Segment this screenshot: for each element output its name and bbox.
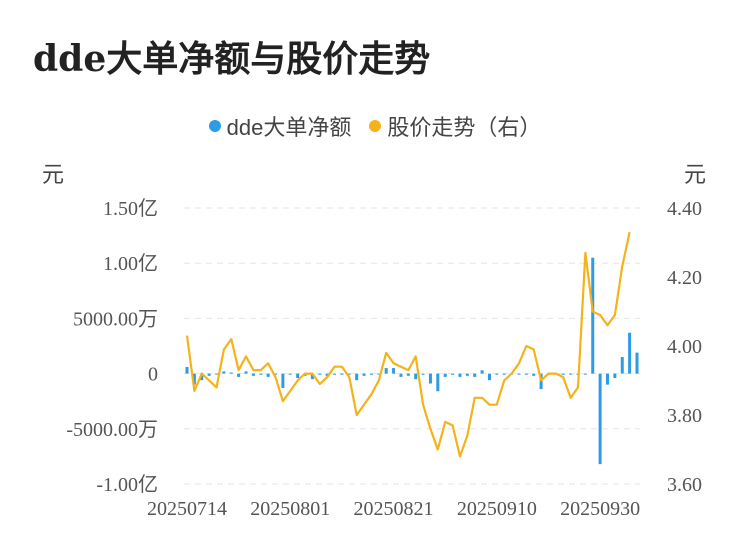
x-tick-label: 20250930 [560, 498, 640, 520]
bar [428, 373, 432, 384]
bar [517, 373, 521, 375]
bar [628, 332, 632, 374]
bar [222, 371, 226, 374]
bar [296, 373, 300, 379]
legend-label-dde: dde大单净额 [226, 115, 352, 140]
legend-label-price: 股价走势（右） [387, 115, 542, 140]
bar [259, 373, 263, 375]
bar [443, 373, 447, 377]
bar [487, 373, 491, 381]
x-tick-label: 20250801 [250, 498, 330, 520]
bar [200, 373, 204, 381]
left-tick-label: -5000.00万 [66, 419, 158, 441]
price-line [185, 231, 631, 458]
bar [583, 373, 587, 375]
legend: dde大单净额 股价走势（右） [0, 110, 750, 142]
bar [458, 373, 462, 377]
x-tick-label: 20250910 [457, 498, 537, 520]
right-tick-label: 4.40 [667, 198, 702, 220]
right-axis-unit: 元 [684, 162, 707, 187]
bar [192, 373, 196, 385]
bar [266, 373, 270, 377]
left-tick-label: 1.50亿 [103, 197, 158, 220]
bar [310, 373, 314, 380]
bar [362, 373, 366, 376]
bar [229, 372, 233, 374]
bar [340, 373, 344, 375]
bar [451, 373, 455, 375]
left-tick-label: 1.00亿 [103, 252, 158, 275]
bar [495, 373, 499, 375]
bar [591, 257, 595, 374]
bar [561, 373, 565, 375]
bar [392, 368, 396, 374]
bar [377, 373, 381, 375]
bar [281, 373, 285, 388]
bar [384, 368, 388, 374]
bar [532, 373, 536, 376]
bar [480, 370, 484, 374]
bar [244, 371, 248, 374]
left-tick-label: -1.00亿 [96, 473, 158, 496]
legend-dot-dde [208, 120, 221, 132]
bar [333, 373, 337, 375]
left-tick-label: 0 [148, 364, 158, 386]
bar [251, 373, 255, 376]
x-tick-label: 20250821 [354, 498, 434, 520]
right-tick-label: 4.00 [667, 336, 702, 358]
legend-dot-price [369, 120, 382, 132]
legend-item-price[interactable]: 股价走势（右） [369, 110, 541, 142]
bar [318, 373, 322, 375]
bar [414, 373, 418, 380]
bar [399, 373, 403, 377]
bar [325, 373, 329, 376]
bar [237, 373, 241, 377]
bar [355, 373, 359, 381]
bar [421, 373, 425, 375]
bar [406, 373, 410, 376]
bar [473, 373, 477, 377]
right-tick-label: 3.80 [667, 405, 702, 427]
bar [465, 373, 469, 376]
left-axis-unit: 元 [42, 162, 65, 187]
bar [620, 357, 624, 374]
bar [288, 373, 292, 375]
bar [598, 373, 602, 465]
right-tick-label: 3.60 [667, 474, 702, 496]
chart-title: dde大单净额与股价走势 [33, 38, 431, 80]
bar [569, 373, 573, 375]
bar [185, 366, 189, 374]
legend-item-dde[interactable]: dde大单净额 [208, 110, 352, 142]
bar [347, 373, 351, 375]
bar [613, 373, 617, 379]
x-tick-label: 20250714 [147, 498, 227, 520]
bar [274, 373, 278, 375]
bar [369, 373, 373, 375]
bar [207, 373, 211, 376]
bar [502, 373, 506, 375]
bar [605, 373, 609, 385]
bar [215, 373, 219, 375]
bar [635, 352, 639, 374]
bar [524, 373, 528, 375]
left-tick-label: 5000.00万 [73, 308, 158, 330]
bar [436, 373, 440, 392]
right-tick-label: 4.20 [667, 267, 702, 289]
